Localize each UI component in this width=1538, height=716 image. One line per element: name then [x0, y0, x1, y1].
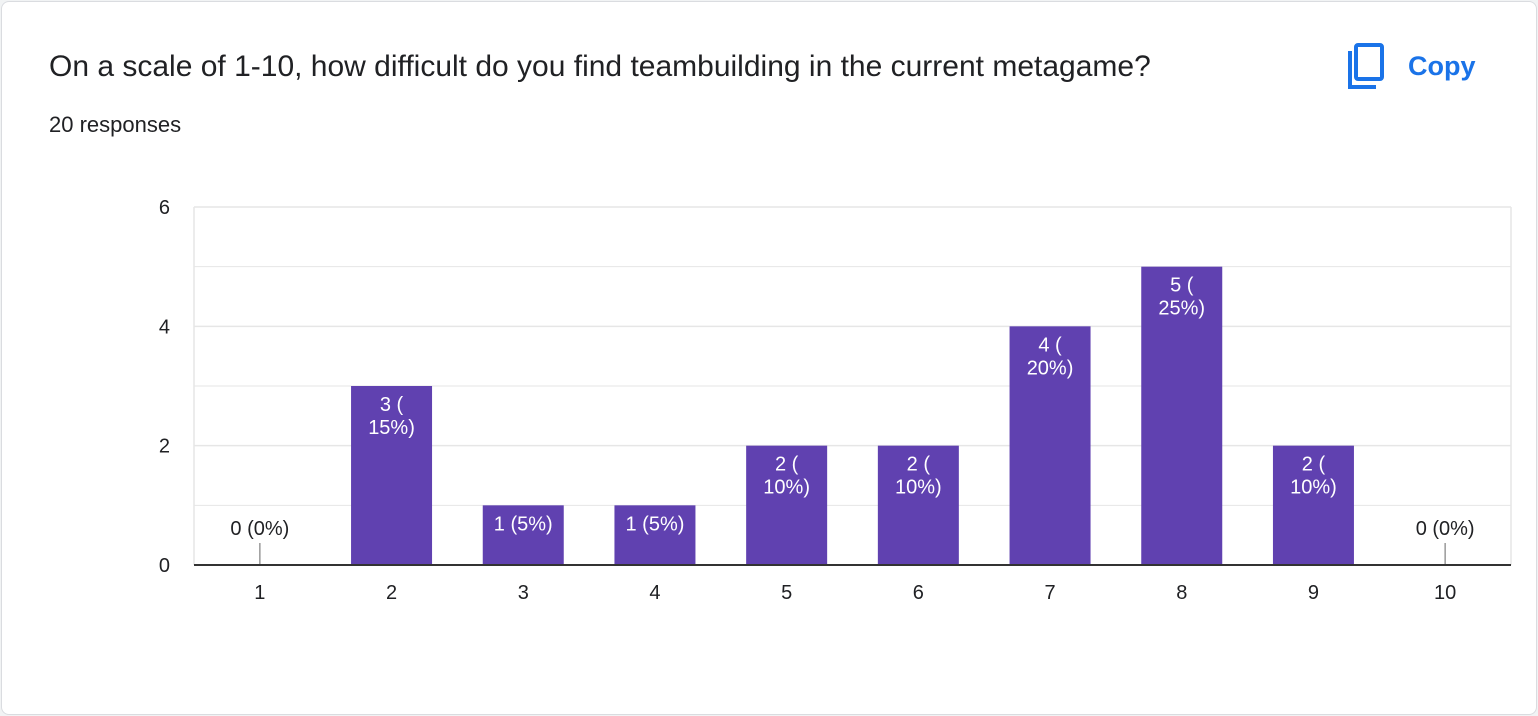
bar — [1009, 326, 1091, 565]
x-tick-label: 8 — [1176, 582, 1187, 604]
x-tick-label: 5 — [781, 582, 792, 604]
bar-data-label: 20%) — [1027, 357, 1074, 379]
bar-data-label: 0 (0%) — [1416, 518, 1475, 540]
bar — [746, 445, 828, 565]
bar — [482, 505, 564, 565]
y-tick-label: 0 — [159, 555, 170, 577]
bar-data-label: 4 ( — [1038, 334, 1062, 356]
bar-data-label: 5 ( — [1170, 275, 1194, 297]
bar-data-label: 0 (0%) — [230, 518, 289, 540]
bar — [1141, 266, 1223, 565]
chart-data-labels: 0 (0%)3 (15%)1 (5%) 1 (5%)2 (10%)2 (10%)4… — [230, 275, 1474, 540]
bar-data-label: 15%) — [368, 417, 415, 439]
x-tick-label: 4 — [649, 582, 660, 604]
y-tick-label: 4 — [159, 316, 170, 338]
y-axis-ticks: 0 2 4 6 — [159, 197, 170, 577]
x-tick-label: 10 — [1434, 582, 1456, 604]
bar-data-label: 10%) — [1290, 477, 1337, 499]
bar — [1272, 445, 1354, 565]
y-tick-label: 6 — [159, 197, 170, 219]
bar-data-label: 10%) — [895, 477, 942, 499]
copy-button[interactable]: Copy — [1342, 38, 1502, 94]
bar — [614, 505, 696, 565]
bar-data-label: 2 ( — [775, 454, 799, 476]
bar-data-label: 3 ( — [380, 394, 404, 416]
x-tick-label: 1 — [254, 582, 265, 604]
bar-data-label: 1 (5%) — [494, 513, 553, 535]
bar-data-label: 2 ( — [1302, 454, 1326, 476]
x-tick-label: 3 — [518, 582, 529, 604]
x-tick-label: 7 — [1044, 582, 1055, 604]
x-tick-label: 9 — [1308, 582, 1319, 604]
bar-data-label: 2 ( — [907, 454, 931, 476]
bar-data-label: 1 (5%) — [625, 513, 684, 535]
chart-bars — [259, 266, 1446, 565]
bar — [351, 386, 433, 565]
bar — [877, 445, 959, 565]
x-tick-label: 6 — [913, 582, 924, 604]
copy-label: Copy — [1408, 50, 1476, 81]
copy-icon — [1342, 41, 1386, 91]
y-tick-label: 2 — [159, 436, 170, 458]
x-axis-ticks: 1 2 3 4 5 6 7 8 9 10 — [194, 564, 1511, 604]
bar-data-label: 25%) — [1158, 298, 1205, 320]
x-tick-label: 2 — [386, 582, 397, 604]
response-count: 20 responses — [49, 112, 182, 137]
question-title: On a scale of 1-10, how difficult do you… — [49, 50, 1151, 83]
bar-data-label: 10%) — [763, 477, 810, 499]
